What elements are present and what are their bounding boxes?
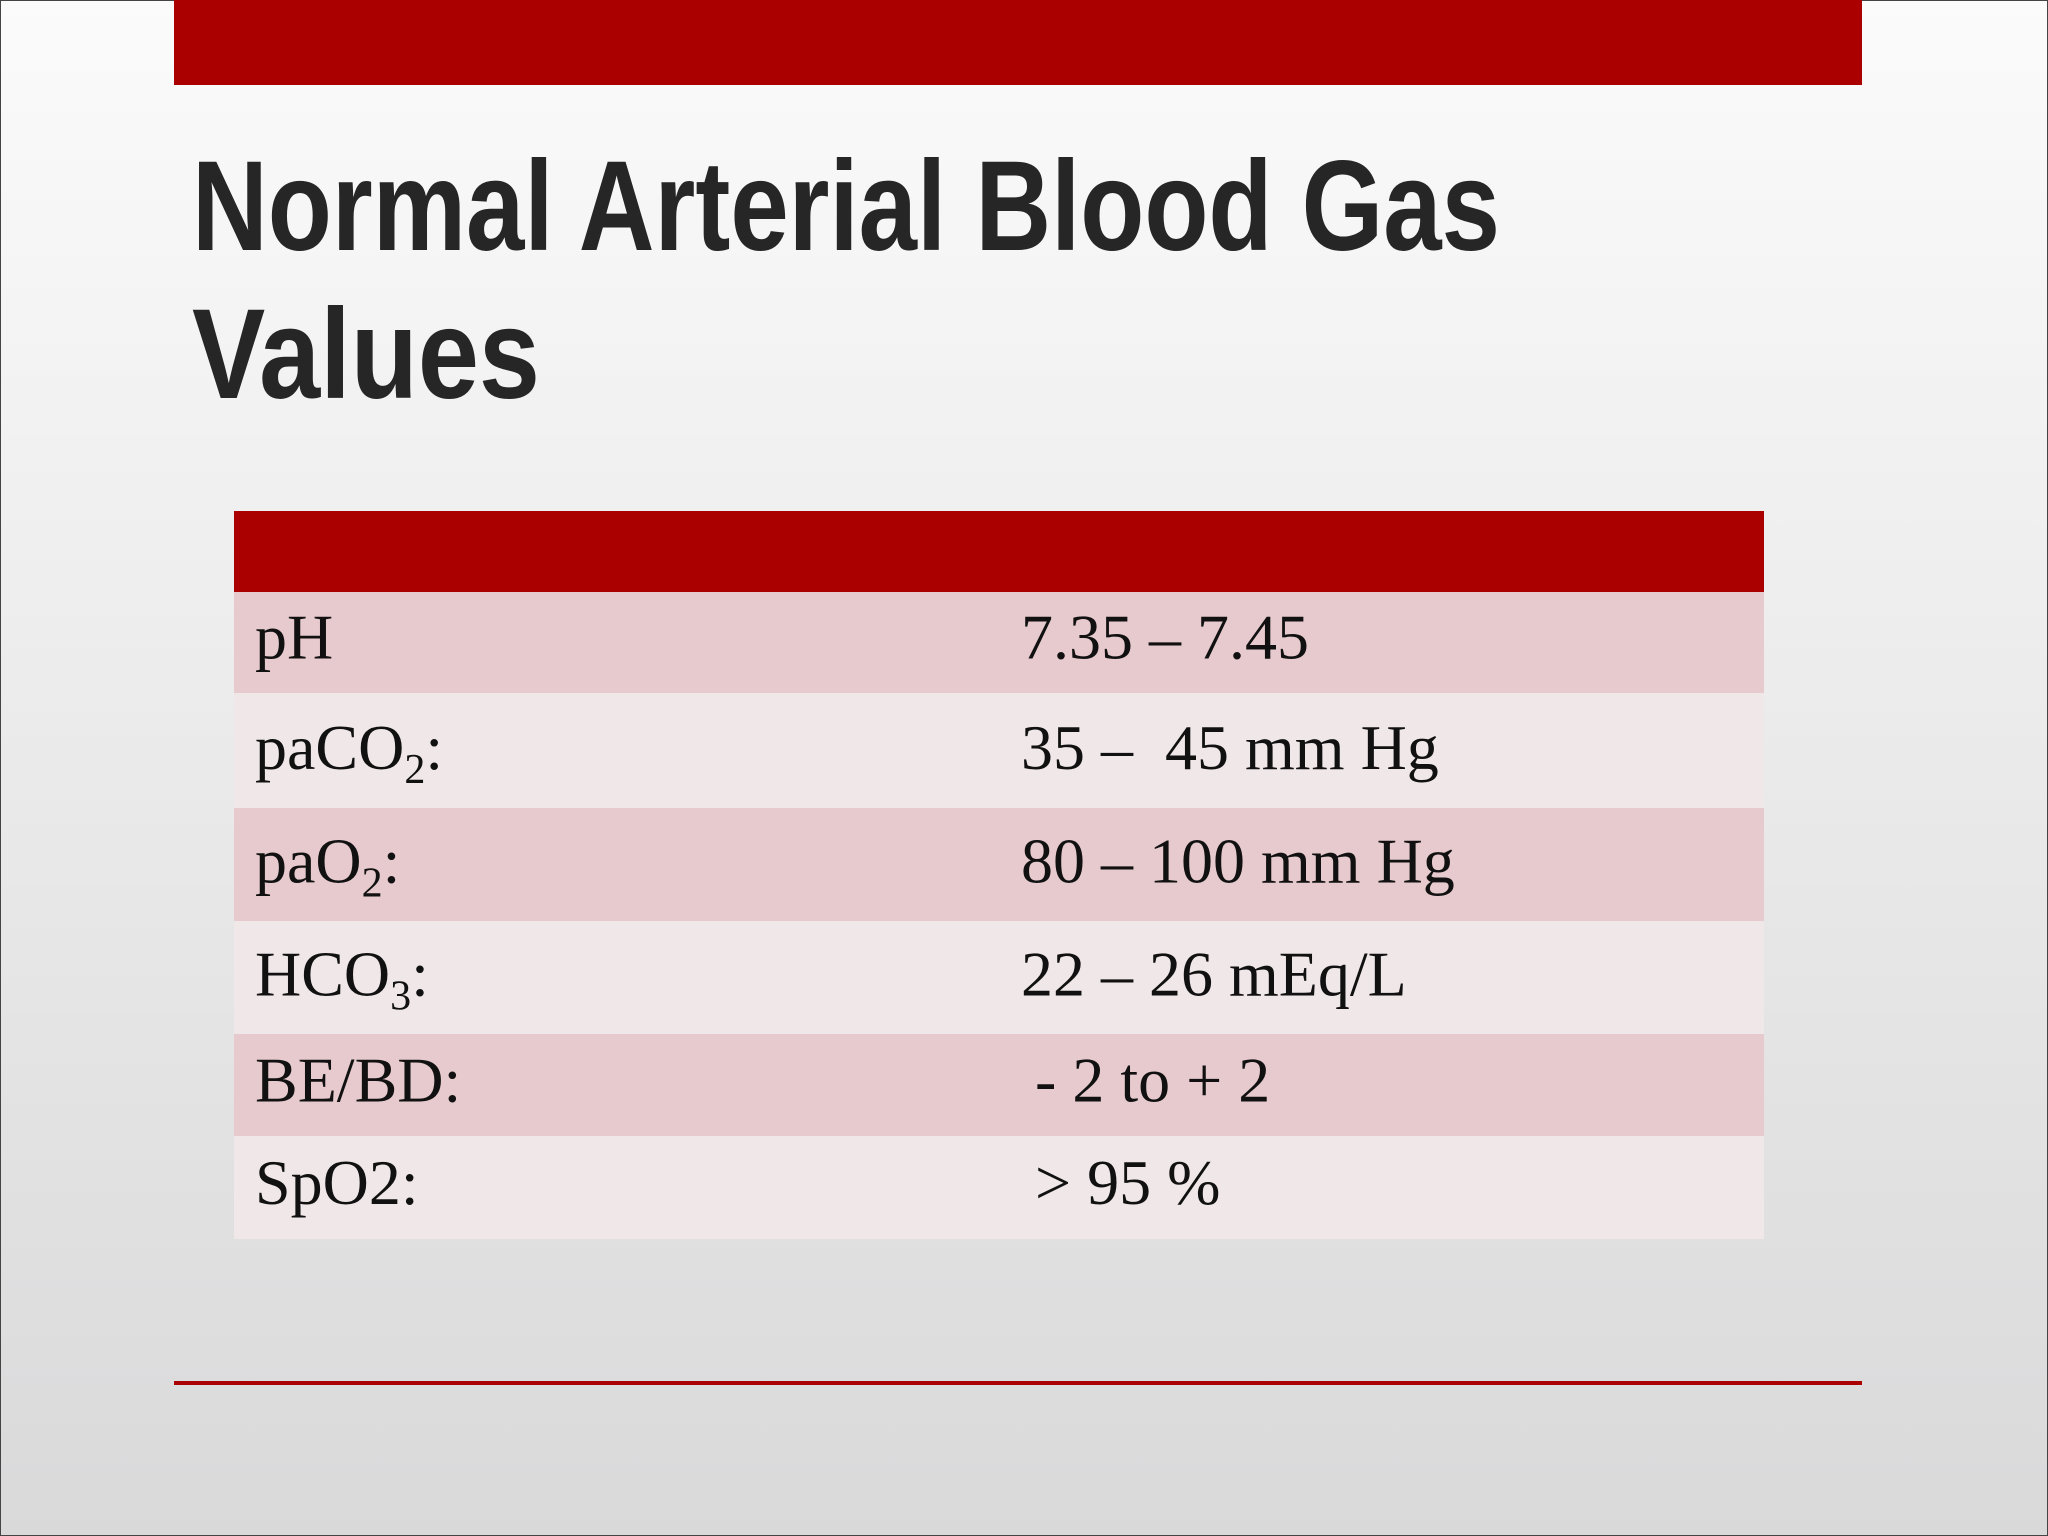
top-bar [174,0,1862,85]
label-subscript: 3 [390,974,411,1020]
label-main: paCO [255,712,404,783]
row-value: 35 – 45 mm Hg [1021,712,1439,783]
table-row [234,808,1764,921]
row-label: HCO3: [255,939,429,1020]
table-row [234,1136,1764,1239]
row-value: 22 – 26 mEq/L [1021,939,1407,1010]
row-value: - 2 to + 2 [1035,1044,1270,1115]
label-tail: : [425,712,443,783]
label-subscript: 2 [404,747,425,793]
label-tail: : [383,826,401,897]
row-label: SpO2: [255,1147,419,1218]
table-row [234,1034,1764,1136]
row-label: pH [255,602,333,673]
bottom-rule [174,1381,1862,1385]
row-label: paO2: [255,826,400,907]
table-row [234,921,1764,1034]
label-main: paO [255,826,362,897]
row-value: > 95 % [1035,1147,1220,1218]
table-header [234,511,1764,592]
title-line: Values [192,283,540,426]
row-label: paCO2: [255,712,443,793]
label-subscript: 2 [362,861,383,907]
table-row [234,693,1764,808]
row-value: 80 – 100 mm Hg [1021,826,1455,897]
label-main: HCO [255,939,390,1010]
label-tail: : [411,939,429,1010]
label-main: pH [255,602,333,673]
title-line: Normal Arterial Blood Gas [192,135,1500,278]
table-row [234,592,1764,693]
label-main: SpO2: [255,1147,419,1218]
label-main: BE/BD: [255,1044,461,1115]
row-value: 7.35 – 7.45 [1021,602,1309,673]
row-label: BE/BD: [255,1044,461,1115]
